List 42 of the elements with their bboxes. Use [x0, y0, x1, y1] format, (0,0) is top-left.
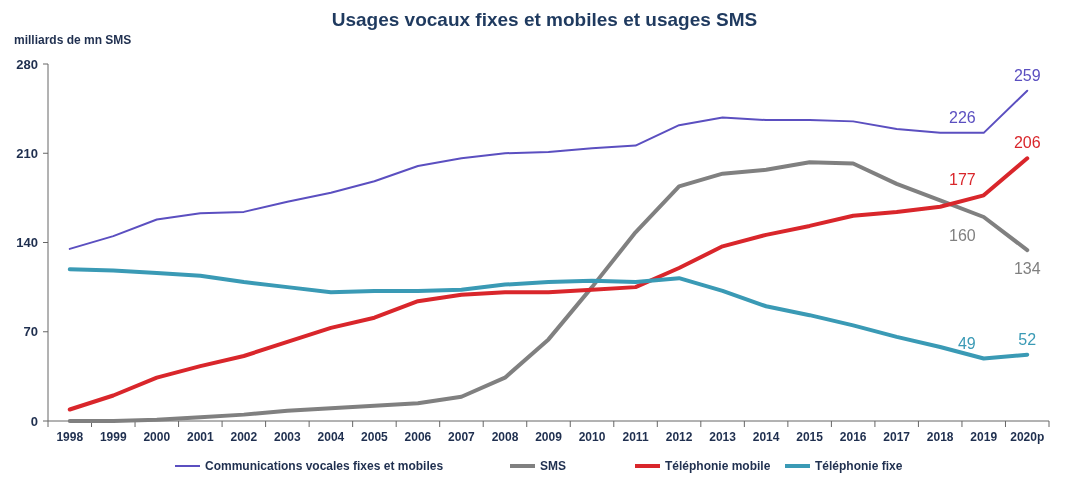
data-label: 49	[957, 334, 976, 352]
x-tick-label: 2007	[448, 430, 476, 444]
legend-label: SMS	[540, 459, 567, 474]
x-tick-label: 2016	[839, 430, 867, 444]
x-tick-label: 2005	[361, 430, 389, 444]
y-tick-label: 140	[16, 235, 38, 251]
x-tick-label: 2017	[883, 430, 911, 444]
data-label: 52	[1018, 330, 1037, 348]
data-label: 206	[1013, 134, 1041, 152]
x-tick-label: 2012	[665, 430, 693, 444]
x-tick-label: 2020p	[1010, 430, 1045, 444]
x-tick-label: 2006	[404, 430, 432, 444]
data-label: 259	[1013, 66, 1041, 84]
x-tick-label: 2015	[796, 430, 824, 444]
y-tick-label: 0	[30, 413, 38, 429]
x-tick-label: 2000	[143, 430, 171, 444]
x-tick-label: 2009	[535, 430, 563, 444]
x-tick-label: 2004	[317, 430, 345, 444]
y-tick-label: 280	[16, 56, 38, 72]
x-tick-label: 2002	[230, 430, 258, 444]
x-tick-label: 2011	[622, 430, 649, 444]
x-tick-label: 1998	[56, 430, 84, 444]
y-tick-label: 70	[23, 324, 38, 340]
y-axis-title: milliards de mn SMS	[14, 33, 132, 47]
data-label: 177	[949, 171, 976, 189]
x-tick-label: 2008	[491, 430, 519, 444]
x-tick-label: 2010	[578, 430, 606, 444]
legend-label: Téléphonie fixe	[815, 459, 903, 474]
x-tick-label: 2019	[970, 430, 998, 444]
y-tick-label: 210	[16, 145, 38, 161]
legend-label: Téléphonie mobile	[665, 459, 771, 474]
x-tick-label: 2003	[274, 430, 302, 444]
chart-title: Usages vocaux fixes et mobiles et usages SMS	[331, 9, 758, 30]
data-label: 134	[1013, 260, 1041, 278]
x-tick-label: 2013	[709, 430, 737, 444]
x-tick-label: 1999	[99, 430, 127, 444]
x-tick-label: 2001	[186, 430, 214, 444]
x-tick-label: 2014	[752, 430, 780, 444]
legend-label: Communications vocales fixes et mobiles	[205, 459, 444, 474]
data-label: 160	[949, 227, 976, 244]
data-label: 226	[949, 108, 976, 126]
x-tick-label: 2018	[926, 430, 954, 444]
